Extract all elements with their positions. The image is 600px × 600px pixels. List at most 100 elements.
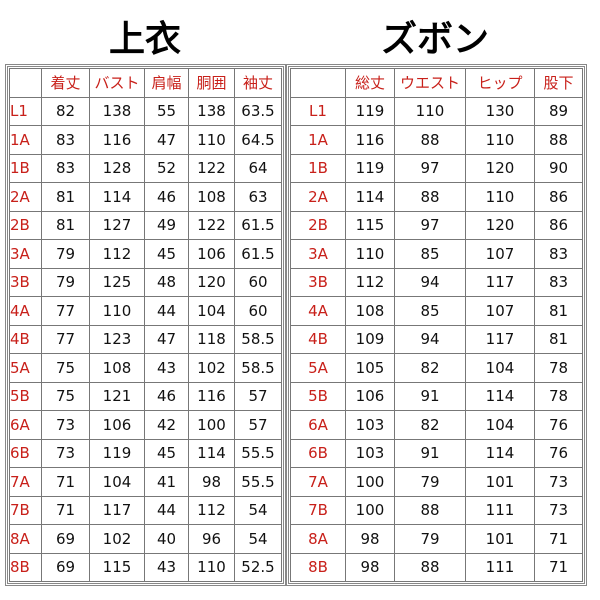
size-label: L1 xyxy=(290,96,346,126)
size-label: 2A xyxy=(290,182,346,212)
size-label: 7A xyxy=(290,467,346,497)
measurement: 119 xyxy=(345,153,395,183)
size-row: L1 82 138 55 138 63.5 xyxy=(9,96,282,126)
measurement: 117 xyxy=(89,495,145,525)
measurement: 47 xyxy=(144,324,189,354)
measurement: 52 xyxy=(144,153,189,183)
measurement: 125 xyxy=(89,267,145,297)
size-row: 2B 115 97 120 86 xyxy=(290,210,583,240)
size-row: 3A 79 112 45 106 61.5 xyxy=(9,239,282,269)
size-row: 5A 105 82 104 78 xyxy=(290,353,583,383)
measurement: 55.5 xyxy=(234,438,282,468)
measurement: 90 xyxy=(534,153,583,183)
size-row: 1B 83 128 52 122 64 xyxy=(9,153,282,183)
measurement: 69 xyxy=(41,524,90,554)
size-row: 2A 81 114 46 108 63 xyxy=(9,182,282,212)
measurement: 127 xyxy=(89,210,145,240)
size-label: 7B xyxy=(9,495,42,525)
measurement: 86 xyxy=(534,182,583,212)
size-label: 7A xyxy=(9,467,42,497)
measurement: 112 xyxy=(345,267,395,297)
measurement: 116 xyxy=(345,125,395,155)
size-label: 6B xyxy=(290,438,346,468)
column-header: バスト xyxy=(89,68,145,98)
measurement: 122 xyxy=(188,153,235,183)
measurement: 77 xyxy=(41,296,90,326)
measurement: 55 xyxy=(144,96,189,126)
size-label: 6A xyxy=(9,410,42,440)
size-label: L1 xyxy=(9,96,42,126)
measurement: 88 xyxy=(394,495,466,525)
size-label: 1B xyxy=(290,153,346,183)
measurement: 116 xyxy=(188,381,235,411)
measurement: 63 xyxy=(234,182,282,212)
measurement: 104 xyxy=(465,353,535,383)
measurement: 103 xyxy=(345,410,395,440)
measurement: 78 xyxy=(534,381,583,411)
measurement: 64 xyxy=(234,153,282,183)
measurement: 106 xyxy=(188,239,235,269)
size-row: 5A 75 108 43 102 58.5 xyxy=(9,353,282,383)
measurement: 81 xyxy=(534,324,583,354)
measurement: 104 xyxy=(89,467,145,497)
measurement: 71 xyxy=(41,495,90,525)
measurement: 98 xyxy=(345,524,395,554)
measurement: 81 xyxy=(41,210,90,240)
size-row: 4B 109 94 117 81 xyxy=(290,324,583,354)
measurement: 43 xyxy=(144,552,189,582)
measurement: 101 xyxy=(465,467,535,497)
measurement: 112 xyxy=(188,495,235,525)
measurement: 91 xyxy=(394,438,466,468)
size-label: 4B xyxy=(9,324,42,354)
measurement: 130 xyxy=(465,96,535,126)
measurement: 118 xyxy=(188,324,235,354)
measurement: 114 xyxy=(465,438,535,468)
measurement: 46 xyxy=(144,381,189,411)
measurement: 83 xyxy=(41,153,90,183)
measurement: 48 xyxy=(144,267,189,297)
tops-title: 上衣 xyxy=(108,19,181,60)
size-row: 6B 73 119 45 114 55.5 xyxy=(9,438,282,468)
measurement: 88 xyxy=(394,125,466,155)
size-label: 4B xyxy=(290,324,346,354)
measurement: 43 xyxy=(144,353,189,383)
measurement: 76 xyxy=(534,438,583,468)
measurement: 52.5 xyxy=(234,552,282,582)
measurement: 111 xyxy=(465,552,535,582)
measurement: 114 xyxy=(465,381,535,411)
measurement: 97 xyxy=(394,210,466,240)
measurement: 98 xyxy=(345,552,395,582)
size-label: 5B xyxy=(9,381,42,411)
measurement: 120 xyxy=(465,153,535,183)
measurement: 100 xyxy=(345,495,395,525)
measurement: 109 xyxy=(345,324,395,354)
measurement: 58.5 xyxy=(234,353,282,383)
measurement: 108 xyxy=(188,182,235,212)
size-label: 5A xyxy=(290,353,346,383)
measurement: 112 xyxy=(89,239,145,269)
size-label: 7B xyxy=(290,495,346,525)
column-header: 股下 xyxy=(534,68,583,98)
measurement: 57 xyxy=(234,410,282,440)
measurement: 121 xyxy=(89,381,145,411)
measurement: 103 xyxy=(345,438,395,468)
measurement: 100 xyxy=(188,410,235,440)
header-row: 着丈 バスト 肩幅 胴囲 袖丈 xyxy=(9,68,282,98)
size-label: 8A xyxy=(290,524,346,554)
size-label: 8B xyxy=(9,552,42,582)
pants-title: ズボン xyxy=(380,19,489,60)
size-row: 2A 114 88 110 86 xyxy=(290,182,583,212)
measurement: 54 xyxy=(234,524,282,554)
corner-cell xyxy=(9,68,42,98)
measurement: 88 xyxy=(394,552,466,582)
measurement: 128 xyxy=(89,153,145,183)
measurement: 91 xyxy=(394,381,466,411)
measurement: 110 xyxy=(465,125,535,155)
size-label: 6A xyxy=(290,410,346,440)
measurement: 123 xyxy=(89,324,145,354)
size-row: 1A 83 116 47 110 64.5 xyxy=(9,125,282,155)
measurement: 81 xyxy=(41,182,90,212)
measurement: 73 xyxy=(41,438,90,468)
measurement: 107 xyxy=(465,239,535,269)
size-row: 4B 77 123 47 118 58.5 xyxy=(9,324,282,354)
